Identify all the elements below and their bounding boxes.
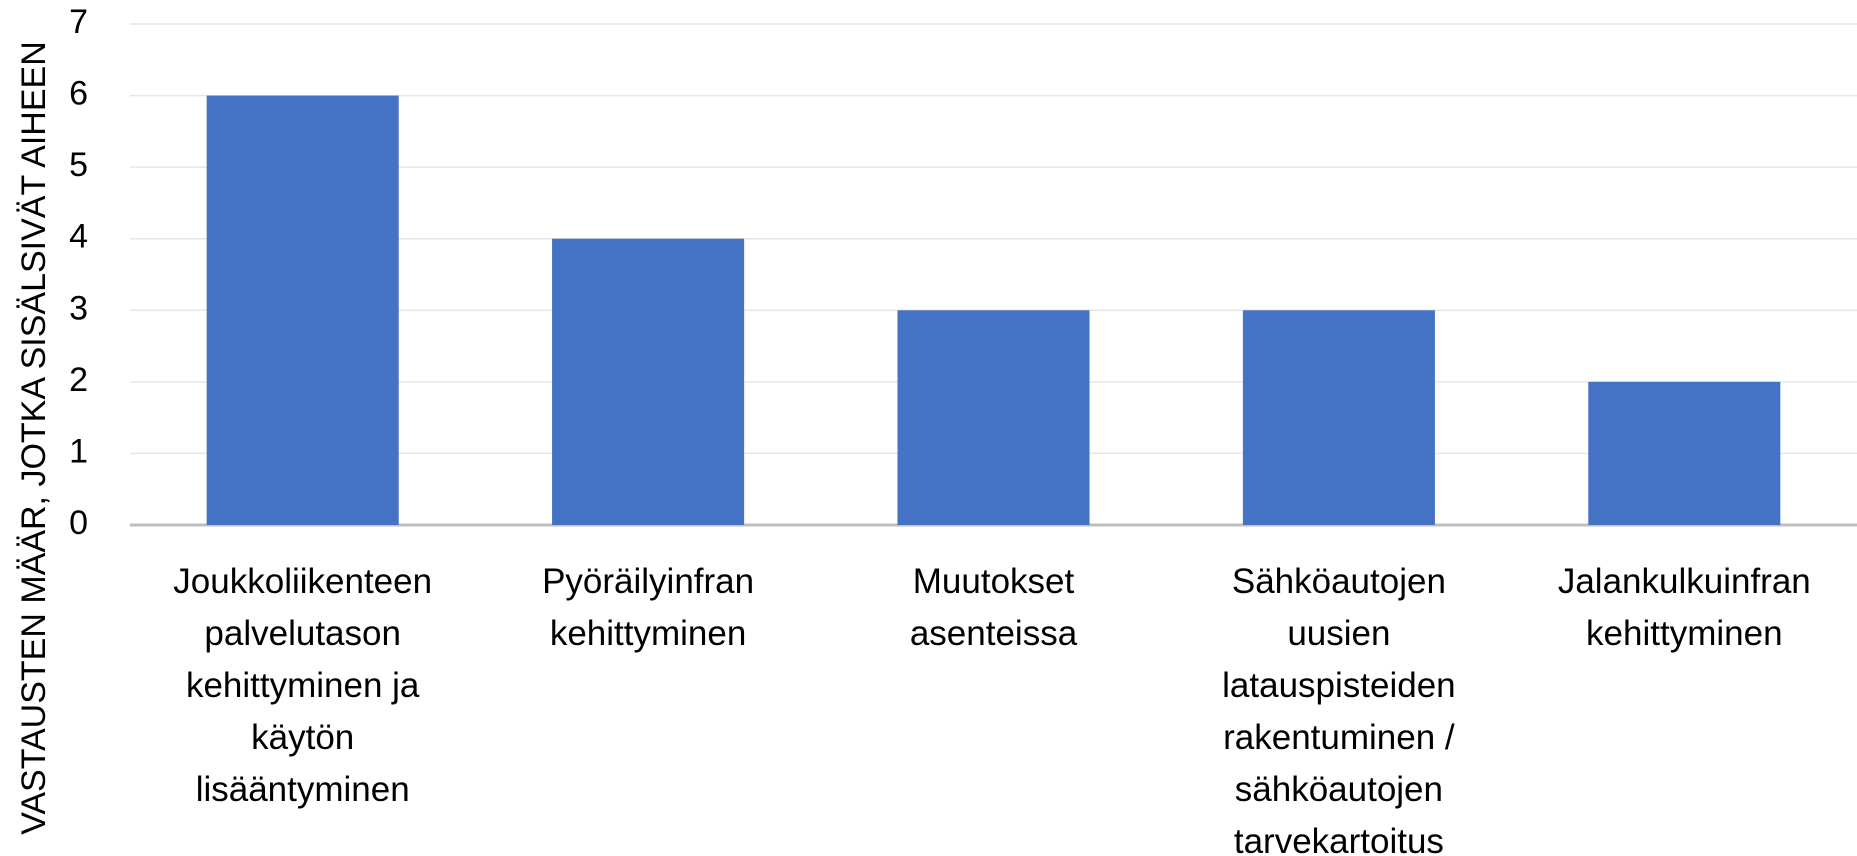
y-tick-label: 6 — [69, 75, 88, 113]
bar — [897, 310, 1090, 525]
y-tick-label: 7 — [69, 3, 88, 41]
x-tick-label: Sähköautojen uusien latauspisteiden rake… — [1222, 562, 1456, 856]
x-tick-label: Jalankulkuinfran kehittyminen — [1557, 562, 1811, 653]
y-tick-label: 1 — [69, 432, 88, 470]
bar — [206, 95, 399, 526]
bar — [1588, 381, 1781, 525]
y-tick-label: 0 — [69, 504, 88, 542]
bar — [1242, 310, 1435, 525]
x-tick-label: Pyöräilyinfran kehittyminen — [542, 562, 755, 653]
y-axis-label: VASTAUSTEN MÄÄR, JOTKA SISÄLSIVÄT AIHEEN — [15, 41, 53, 835]
y-tick-label: 5 — [69, 146, 88, 184]
bar — [552, 238, 745, 525]
y-tick-label: 2 — [69, 361, 88, 399]
x-tick-label: Joukkoliikenteen palvelutason kehittymin… — [173, 562, 433, 809]
y-tick-label: 3 — [69, 289, 88, 327]
y-tick-label: 4 — [69, 218, 88, 256]
x-tick-label: Muutokset asenteissa — [909, 562, 1078, 653]
